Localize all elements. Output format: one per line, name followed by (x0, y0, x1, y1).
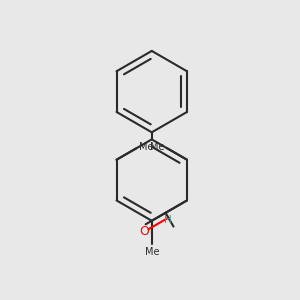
Text: O: O (139, 225, 149, 238)
Text: Me: Me (150, 142, 165, 152)
Text: Me: Me (145, 247, 159, 256)
Text: Me: Me (139, 142, 153, 152)
Text: H: H (164, 215, 172, 225)
